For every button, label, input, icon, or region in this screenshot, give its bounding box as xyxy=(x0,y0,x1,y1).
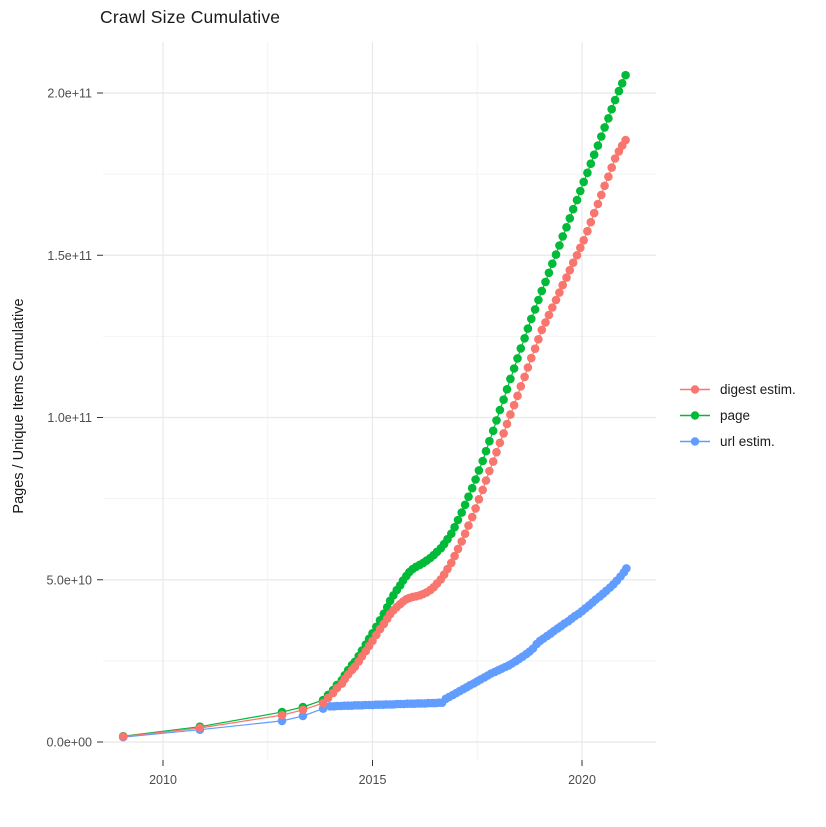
y-tick-label: 1.5e+11 xyxy=(47,249,92,263)
legend-item-page: page xyxy=(678,407,796,424)
legend-key-line-dot-icon xyxy=(680,411,710,420)
series-url-estim xyxy=(118,564,631,742)
legend-key-line-dot-icon xyxy=(680,437,710,446)
legend-item-url-estim: url estim. xyxy=(678,433,796,450)
data-series-layer xyxy=(118,70,631,742)
y-tick-label: 2.0e+11 xyxy=(47,87,92,101)
x-tick-label: 2015 xyxy=(359,773,387,787)
x-tick-label: 2010 xyxy=(149,773,177,787)
gridlines-minor xyxy=(103,42,656,760)
y-tick-label: 1.0e+11 xyxy=(47,411,92,425)
chart-title: Crawl Size Cumulative xyxy=(100,7,281,27)
legend-label: page xyxy=(720,408,751,423)
x-tick-label: 2020 xyxy=(568,773,596,787)
legend-key-line-dot-icon xyxy=(680,385,710,394)
axis-tick-marks xyxy=(97,92,583,766)
y-tick-label: 5.0e+10 xyxy=(46,573,92,587)
legend-item-digest-estim: digest estim. xyxy=(678,381,796,398)
y-tick-label: 0.0e+00 xyxy=(46,736,92,750)
gridlines-major xyxy=(103,42,656,760)
legend: digest estim. page url estim. xyxy=(678,381,796,450)
series-digest-estim xyxy=(118,135,630,741)
axis-tick-labels: 2010 2015 2020 0.0e+00 5.0e+10 1.0e+11 1.5e+11… xyxy=(46,87,595,788)
legend-label: digest estim. xyxy=(720,382,796,397)
legend-label: url estim. xyxy=(720,434,775,449)
